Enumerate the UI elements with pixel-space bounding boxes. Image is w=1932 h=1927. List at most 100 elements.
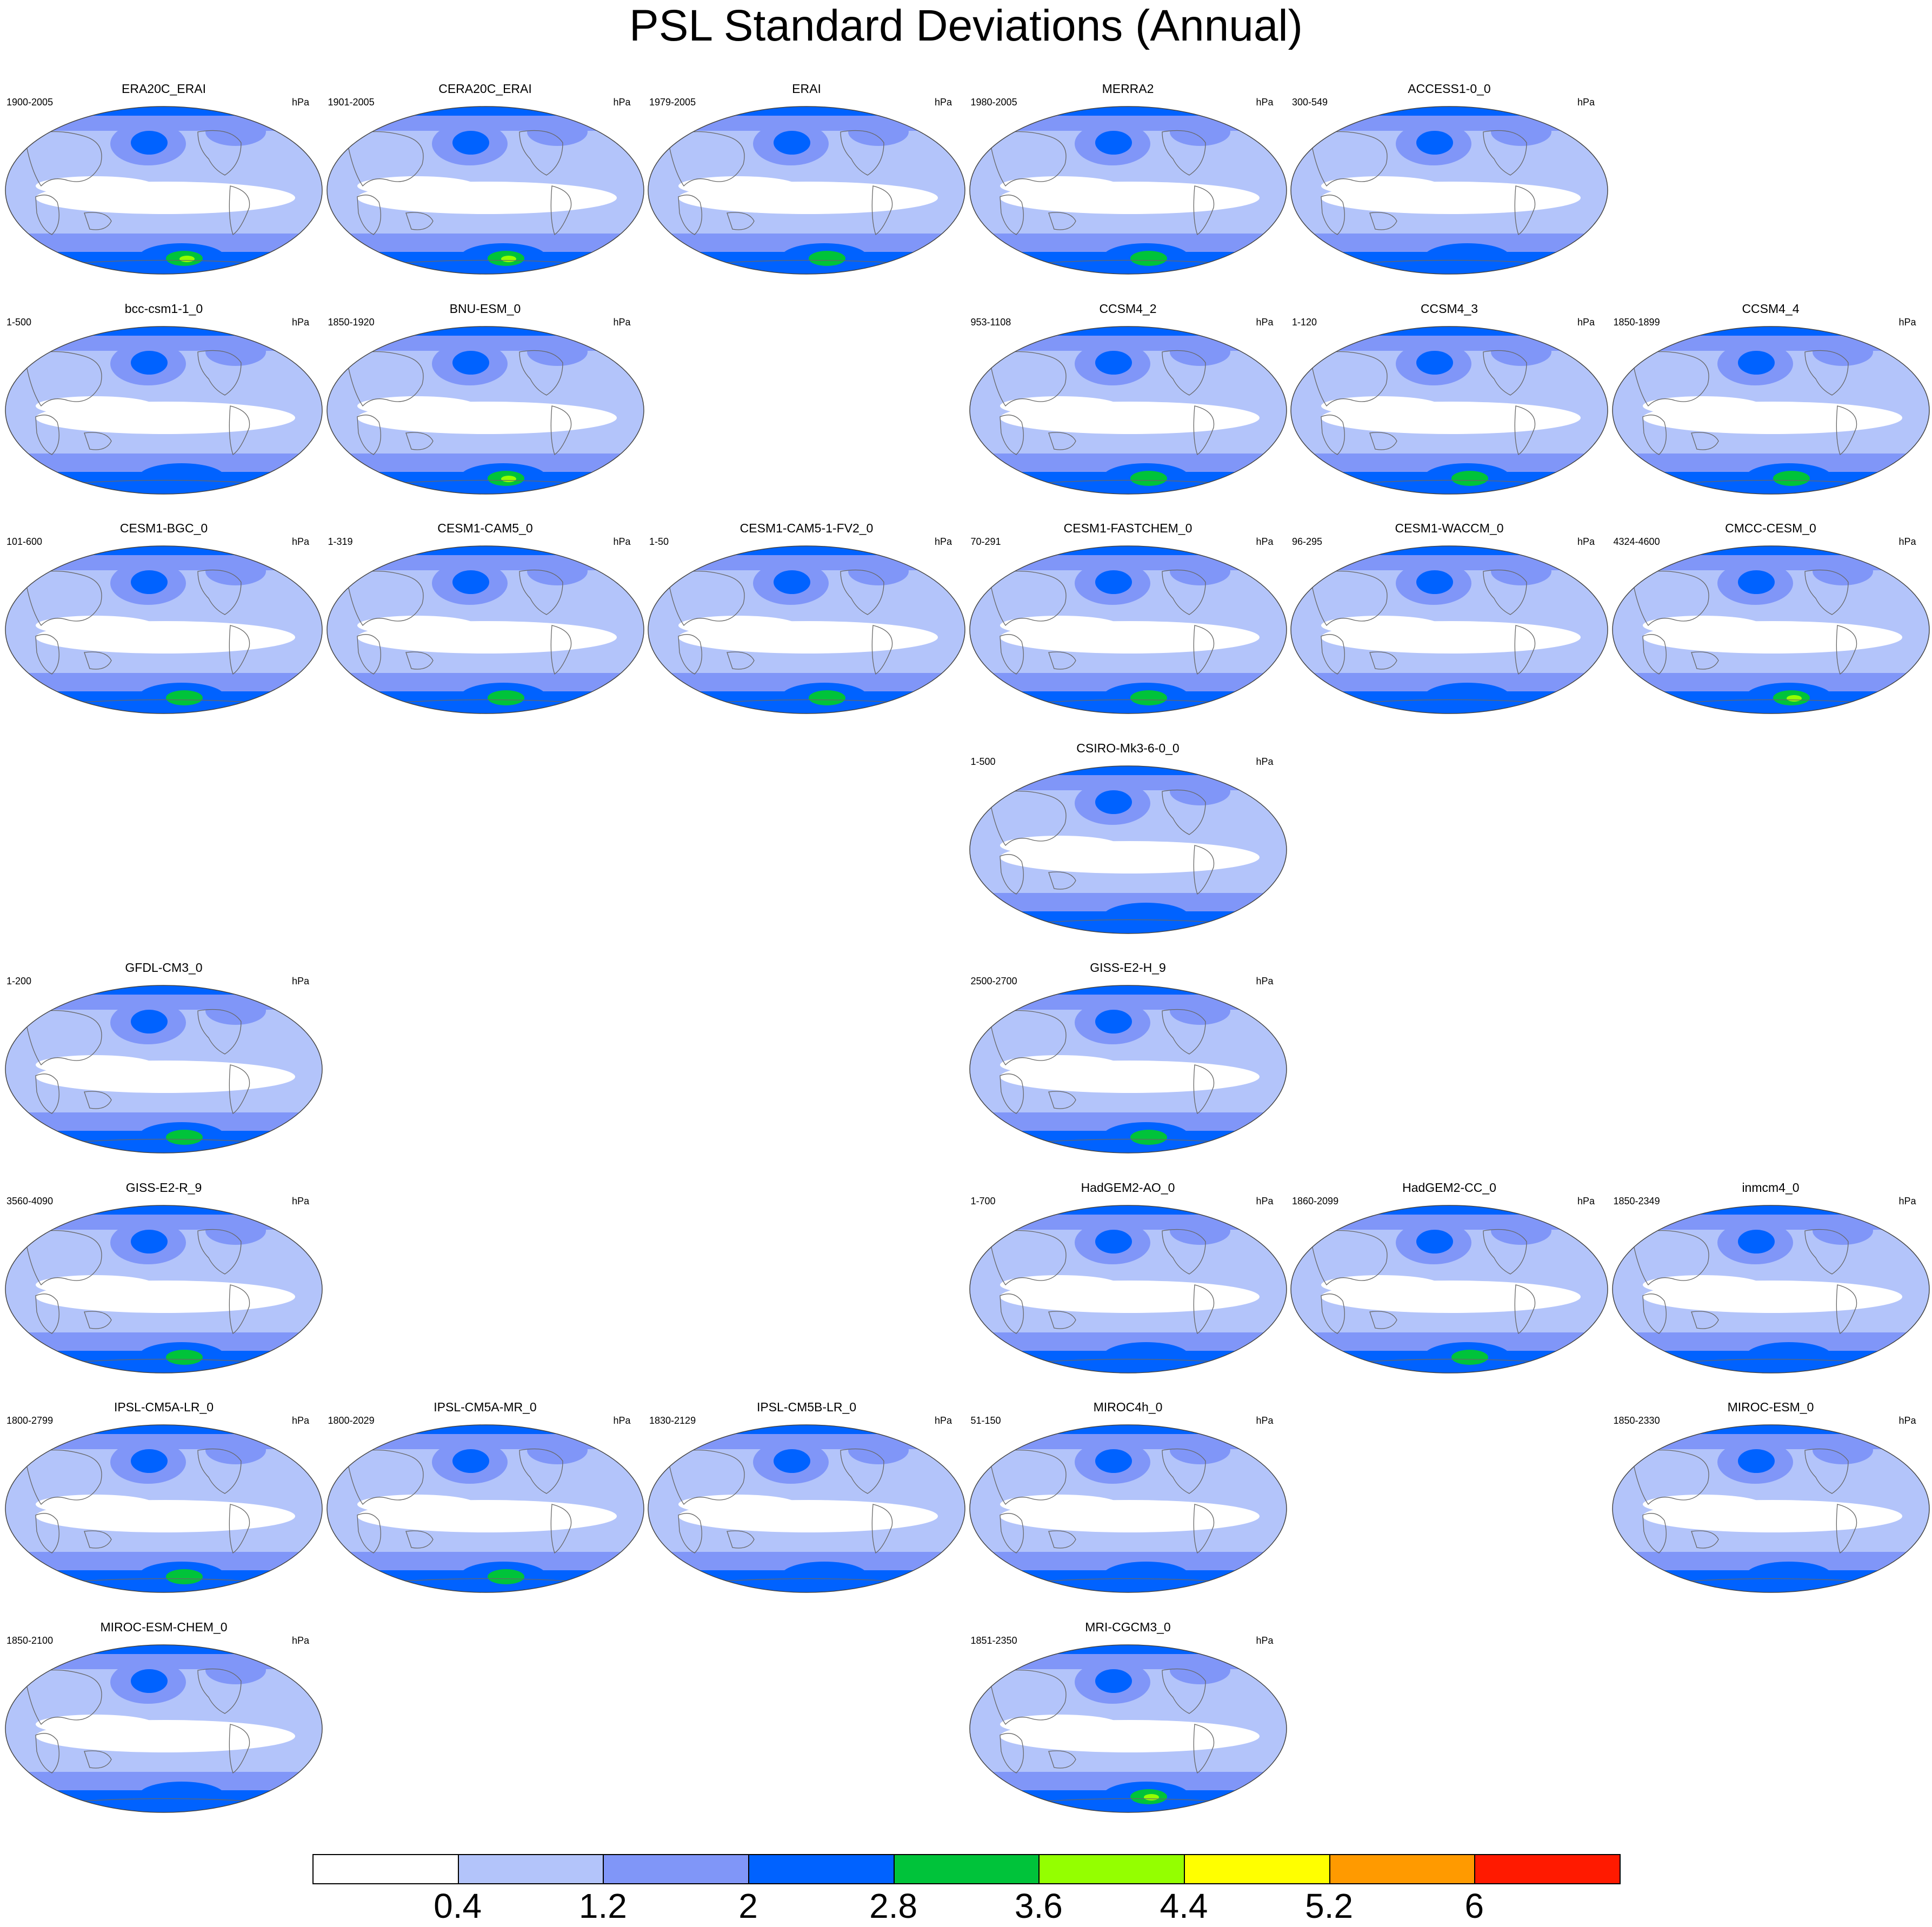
continent-outline-north-america xyxy=(1804,1229,1849,1275)
continent-outline-eurasia xyxy=(988,1010,1067,1066)
icelandic-low-band xyxy=(1812,1436,1873,1464)
panel-units: hPa xyxy=(291,536,309,547)
southern-maximum-peak xyxy=(501,475,516,482)
continent-outline-eurasia xyxy=(667,131,745,187)
robinson-map xyxy=(1290,325,1608,495)
continent-outline-eurasia xyxy=(1631,1449,1709,1505)
aleutian-low-centre xyxy=(1416,570,1453,594)
panel-years: 1850-1899 xyxy=(1613,316,1660,328)
robinson-map xyxy=(1611,1204,1930,1373)
continent-outline-south-america xyxy=(550,625,571,675)
panel-years: 1-50 xyxy=(649,536,669,547)
continent-outline-australia xyxy=(84,1310,112,1329)
robinson-map xyxy=(1290,106,1608,275)
aleutian-low-centre xyxy=(1737,1449,1775,1473)
panel-title: MIROC4h_0 xyxy=(1093,1400,1163,1414)
panel-title: IPSL-CM5A-MR_0 xyxy=(434,1400,537,1414)
map-panel: CERA20C_ERAI 1901-2005 hPa xyxy=(325,81,646,276)
map-panel: IPSL-CM5B-LR_0 1830-2129 hPa xyxy=(646,1399,967,1594)
map-panel: CCSM4_2 953-1108 hPa xyxy=(968,301,1289,496)
southern-maximum-centre xyxy=(1130,1130,1167,1145)
continent-outline-north-america xyxy=(197,350,242,396)
continent-outline-eurasia xyxy=(988,790,1067,846)
robinson-map xyxy=(5,1644,323,1813)
contour-band-below-0.4 xyxy=(1000,616,1119,635)
aleutian-low-centre xyxy=(1737,1229,1775,1253)
panel-title: MERRA2 xyxy=(1102,82,1154,96)
panel-units: hPa xyxy=(291,97,309,108)
continent-outline-eurasia xyxy=(1310,351,1388,406)
panel-years: 2500-2700 xyxy=(970,976,1017,986)
continent-outline-south-america xyxy=(1193,1064,1214,1115)
panel-units: hPa xyxy=(1577,536,1595,547)
robinson-map xyxy=(969,985,1287,1153)
map-border xyxy=(5,1204,323,1373)
map-panel: MRI-CGCM3_0 1851-2350 hPa xyxy=(968,1619,1289,1814)
aleutian-low-centre xyxy=(452,570,489,594)
continent-outline-eurasia xyxy=(988,131,1067,187)
aleutian-low-centre xyxy=(1416,131,1453,155)
continent-outline-australia xyxy=(405,1530,434,1549)
colorbar-label: 5.2 xyxy=(1305,1886,1354,1925)
panel-units: hPa xyxy=(1256,536,1274,547)
panel-years: 1-500 xyxy=(6,316,32,328)
continent-outline-africa xyxy=(999,1513,1024,1553)
map-panel: IPSL-CM5A-LR_0 1800-2799 hPa xyxy=(3,1399,324,1594)
continent-outline-eurasia xyxy=(345,351,424,406)
continent-outline-south-america xyxy=(229,1723,250,1773)
map-panel: GISS-E2-R_9 3560-4090 hPa xyxy=(3,1180,324,1375)
panel-years: 1860-2099 xyxy=(1292,1195,1339,1206)
continent-outline-eurasia xyxy=(1310,131,1388,187)
aleutian-low-centre xyxy=(452,131,489,155)
icelandic-low-band xyxy=(205,1436,266,1464)
map-panel: MIROC-ESM-CHEM_0 1850-2100 hPa xyxy=(3,1619,324,1814)
map-border xyxy=(5,325,323,495)
continent-outline-north-america xyxy=(197,569,242,615)
contour-band-below-0.4 xyxy=(1000,1714,1119,1734)
panel-title: CESM1-WACCM_0 xyxy=(1395,521,1504,535)
southern-maximum-band xyxy=(138,1781,225,1810)
panel-units: hPa xyxy=(291,1415,309,1426)
contour-band-below-0.4 xyxy=(1000,1275,1119,1295)
continent-outline-africa xyxy=(356,1513,381,1553)
map-border xyxy=(969,545,1287,714)
southern-maximum-centre xyxy=(809,690,845,705)
panel-years: 1-500 xyxy=(970,756,996,767)
colorbar-box xyxy=(603,1854,749,1884)
continent-outline-north-america xyxy=(197,130,242,176)
map-panel: bcc-csm1-1_0 1-500 hPa xyxy=(3,301,324,496)
panel-title: ERA20C_ERAI xyxy=(122,82,206,96)
panel-title: MRI-CGCM3_0 xyxy=(1085,1619,1171,1634)
map-border xyxy=(5,1424,323,1593)
aleutian-low-centre xyxy=(774,570,810,594)
map-border xyxy=(969,765,1287,934)
panel-title: CESM1-CAM5_0 xyxy=(437,521,533,535)
map-panel: MIROC4h_0 51-150 hPa xyxy=(968,1399,1289,1594)
icelandic-low-band xyxy=(205,118,266,146)
southern-maximum-centre xyxy=(166,690,203,705)
continent-outline-south-america xyxy=(550,1504,571,1554)
southern-maximum-centre xyxy=(166,1569,203,1584)
contour-band-below-0.4 xyxy=(36,176,155,196)
panel-title: ACCESS1-0_0 xyxy=(1408,82,1491,96)
panel-units: hPa xyxy=(1577,97,1595,108)
continent-outline-north-america xyxy=(840,1448,884,1494)
continent-outline-australia xyxy=(727,1530,755,1549)
continent-outline-australia xyxy=(84,1530,112,1549)
contour-band-below-0.4 xyxy=(36,1714,155,1734)
panel-years: 953-1108 xyxy=(970,316,1011,328)
aleutian-low-centre xyxy=(1095,790,1132,814)
continent-outline-australia xyxy=(1369,651,1397,670)
continent-outline-africa xyxy=(35,195,59,235)
continent-outline-eurasia xyxy=(24,351,102,406)
panel-years: 1-120 xyxy=(1292,316,1317,328)
continent-outline-north-america xyxy=(1161,1009,1206,1055)
map-border xyxy=(326,545,644,714)
panel-years: 96-295 xyxy=(1292,536,1323,547)
map-border xyxy=(1611,1424,1930,1593)
continent-outline-north-america xyxy=(1161,1448,1206,1494)
aleutian-low-centre xyxy=(1095,1449,1132,1473)
contour-band-below-0.4 xyxy=(357,176,476,196)
icelandic-low-band xyxy=(1491,118,1551,146)
contour-band-below-0.4 xyxy=(1000,835,1119,855)
